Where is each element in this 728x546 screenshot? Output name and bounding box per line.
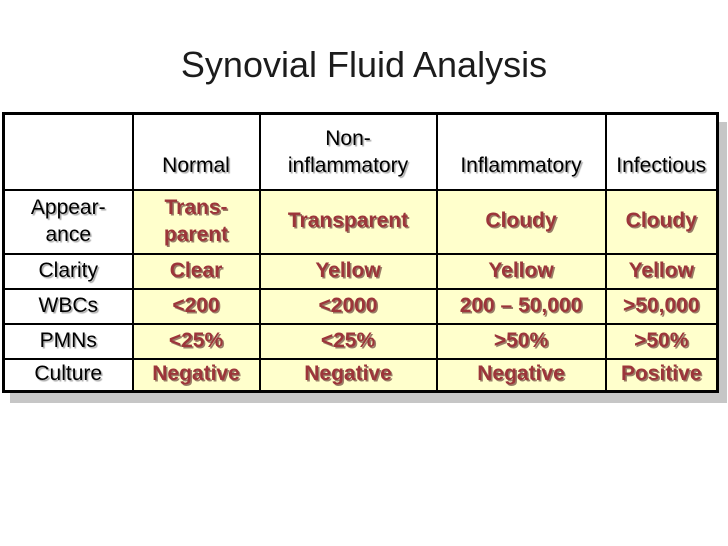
row-label-wbcs: WBCs (2, 287, 134, 325)
cell-culture-noninflammatory: Negative (258, 357, 438, 393)
cell-pmns-normal: <25% (131, 322, 261, 360)
table-row-pmns: PMNs <25% <25% >50% >50% (2, 322, 719, 360)
cell-wbcs-normal: <200 (131, 287, 261, 325)
row-label-pmns: PMNs (2, 322, 134, 360)
column-header-normal: Normal (131, 112, 261, 191)
cell-appearance-noninflammatory: Transparent (258, 188, 438, 255)
row-label-appearance: Appear- ance (2, 188, 134, 255)
cell-appearance-inflammatory: Cloudy (435, 188, 607, 255)
cell-clarity-normal: Clear (131, 252, 261, 290)
cell-clarity-noninflammatory: Yellow (258, 252, 438, 290)
cell-appearance-infectious: Cloudy (604, 188, 719, 255)
cell-culture-normal: Negative (131, 357, 261, 393)
column-header-infectious: Infectious (604, 112, 719, 191)
cell-clarity-inflammatory: Yellow (435, 252, 607, 290)
column-header-inflammatory: Inflammatory (435, 112, 607, 191)
row-label-clarity: Clarity (2, 252, 134, 290)
table-row-clarity: Clarity Clear Yellow Yellow Yellow (2, 252, 719, 290)
cell-pmns-inflammatory: >50% (435, 322, 607, 360)
synovial-fluid-table: Normal Non- inflammatory Inflammatory In… (2, 112, 719, 393)
cell-appearance-normal: Trans- parent (131, 188, 261, 255)
cell-culture-infectious: Positive (604, 357, 719, 393)
table-row-wbcs: WBCs <200 <2000 200 – 50,000 >50,000 (2, 287, 719, 325)
slide-title: Synovial Fluid Analysis (180, 44, 548, 85)
row-label-culture: Culture (2, 357, 134, 393)
column-header-noninflammatory: Non- inflammatory (258, 112, 438, 191)
header-row: Normal Non- inflammatory Inflammatory In… (2, 112, 719, 191)
cell-pmns-infectious: >50% (604, 322, 719, 360)
cell-wbcs-infectious: >50,000 (604, 287, 719, 325)
cell-pmns-noninflammatory: <25% (258, 322, 438, 360)
cell-clarity-infectious: Yellow (604, 252, 719, 290)
table-row-appearance: Appear- ance Trans- parent Transparent C… (2, 188, 719, 255)
table-row-culture: Culture Negative Negative Negative Posit… (2, 357, 719, 393)
cell-wbcs-noninflammatory: <2000 (258, 287, 438, 325)
column-header-empty (2, 112, 134, 191)
cell-culture-inflammatory: Negative (435, 357, 607, 393)
cell-wbcs-inflammatory: 200 – 50,000 (435, 287, 607, 325)
